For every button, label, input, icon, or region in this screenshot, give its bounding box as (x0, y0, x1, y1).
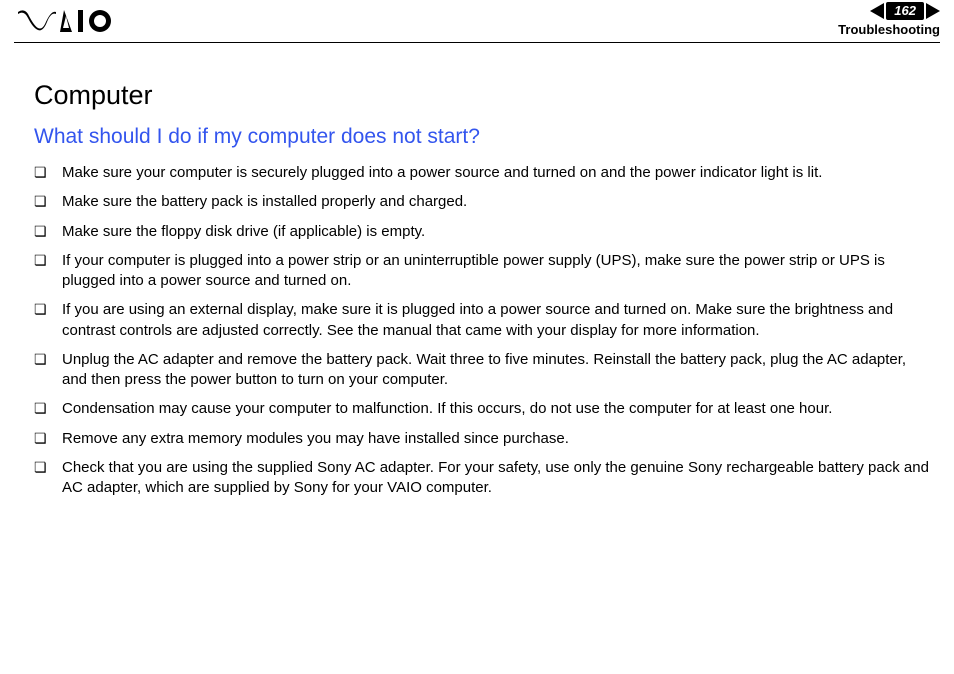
page-header: 162 Troubleshooting (0, 0, 954, 42)
page-nav-controls: 162 (838, 2, 940, 20)
page-subtitle: What should I do if my computer does not… (34, 125, 930, 149)
page-number-pill: 162 (886, 2, 924, 20)
list-item: Remove any extra memory modules you may … (34, 429, 930, 449)
header-divider (14, 42, 940, 43)
page-root: 162 Troubleshooting Computer What should… (0, 0, 954, 674)
list-item: Condensation may cause your computer to … (34, 399, 930, 419)
page-number: 162 (894, 3, 916, 18)
list-item: Make sure the battery pack is installed … (34, 192, 930, 212)
list-item: Unplug the AC adapter and remove the bat… (34, 350, 930, 391)
next-page-icon[interactable] (926, 3, 940, 19)
main-content: Computer What should I do if my computer… (34, 80, 930, 507)
vaio-logo (18, 10, 113, 37)
list-item: Make sure your computer is securely plug… (34, 163, 930, 183)
list-item: If you are using an external display, ma… (34, 300, 930, 341)
prev-page-icon[interactable] (870, 3, 884, 19)
bullet-list: Make sure your computer is securely plug… (34, 163, 930, 498)
list-item: Make sure the floppy disk drive (if appl… (34, 222, 930, 242)
list-item: If your computer is plugged into a power… (34, 251, 930, 292)
section-label: Troubleshooting (838, 22, 940, 37)
list-item: Check that you are using the supplied So… (34, 458, 930, 499)
header-nav: 162 Troubleshooting (838, 2, 940, 37)
page-title: Computer (34, 80, 930, 111)
